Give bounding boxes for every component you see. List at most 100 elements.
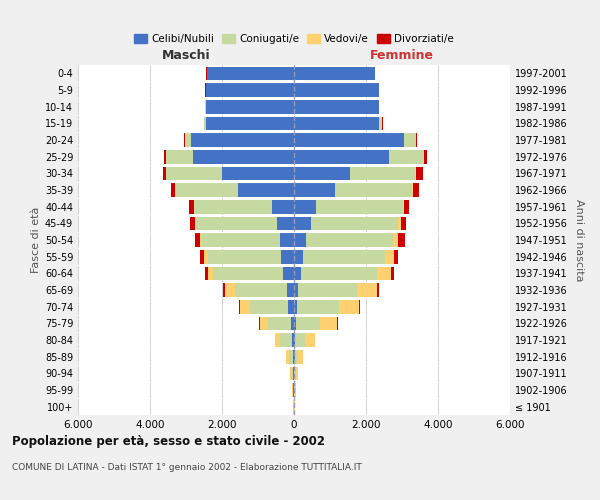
Bar <box>205 250 208 264</box>
Bar <box>294 100 379 114</box>
Bar <box>350 166 415 180</box>
Bar <box>208 266 213 280</box>
Bar <box>295 366 296 380</box>
Bar <box>316 200 403 213</box>
Bar <box>208 250 281 264</box>
Bar <box>294 66 375 80</box>
Bar <box>359 300 360 314</box>
Bar <box>190 216 195 230</box>
Bar <box>207 66 294 80</box>
Bar <box>297 300 338 314</box>
Bar <box>189 200 194 213</box>
Bar <box>170 183 175 197</box>
Bar <box>175 183 238 197</box>
Bar <box>223 283 224 297</box>
Bar <box>272 200 294 213</box>
Bar <box>377 283 379 297</box>
Bar <box>268 316 291 330</box>
Bar <box>302 250 385 264</box>
Bar <box>280 233 294 247</box>
Bar <box>291 366 293 380</box>
Text: Popolazione per età, sesso e stato civile - 2002: Popolazione per età, sesso e stato civil… <box>12 434 325 448</box>
Y-axis label: Fasce di età: Fasce di età <box>31 207 41 273</box>
Bar <box>289 350 293 364</box>
Bar <box>260 316 268 330</box>
Bar <box>401 216 406 230</box>
Bar <box>320 316 337 330</box>
Bar <box>191 133 294 147</box>
Bar <box>416 133 418 147</box>
Bar <box>294 216 311 230</box>
Bar <box>294 383 295 397</box>
Bar <box>294 266 301 280</box>
Bar <box>286 350 289 364</box>
Bar <box>305 333 315 347</box>
Bar <box>294 133 404 147</box>
Bar <box>338 300 359 314</box>
Bar <box>296 316 320 330</box>
Bar <box>377 266 391 280</box>
Bar <box>184 133 185 147</box>
Bar <box>394 250 398 264</box>
Bar <box>306 233 392 247</box>
Bar <box>337 316 338 330</box>
Bar <box>311 216 398 230</box>
Bar <box>356 283 377 297</box>
Bar <box>294 116 379 130</box>
Text: COMUNE DI LATINA - Dati ISTAT 1° gennaio 2002 - Elaborazione TUTTITALIA.IT: COMUNE DI LATINA - Dati ISTAT 1° gennaio… <box>12 464 362 472</box>
Bar <box>294 233 306 247</box>
Bar <box>238 183 294 197</box>
Bar <box>403 200 404 213</box>
Bar <box>294 150 389 164</box>
Bar <box>294 333 295 347</box>
Bar <box>404 200 409 213</box>
Bar <box>294 183 335 197</box>
Bar <box>205 266 208 280</box>
Bar <box>294 200 316 213</box>
Y-axis label: Anni di nascita: Anni di nascita <box>574 198 584 281</box>
Bar <box>294 283 298 297</box>
Bar <box>293 350 294 364</box>
Bar <box>294 316 296 330</box>
Bar <box>222 166 294 180</box>
Bar <box>413 183 419 197</box>
Bar <box>277 216 294 230</box>
Bar <box>195 233 200 247</box>
Bar <box>200 250 205 264</box>
Bar <box>291 316 294 330</box>
Bar <box>379 116 382 130</box>
Bar <box>283 266 294 280</box>
Bar <box>295 350 298 364</box>
Bar <box>275 333 280 347</box>
Bar <box>301 266 377 280</box>
Text: Femmine: Femmine <box>370 48 434 62</box>
Bar <box>235 283 287 297</box>
Bar <box>298 350 303 364</box>
Bar <box>385 250 394 264</box>
Bar <box>335 183 412 197</box>
Bar <box>294 350 295 364</box>
Bar <box>202 233 280 247</box>
Bar <box>193 150 294 164</box>
Bar <box>294 166 350 180</box>
Bar <box>294 300 297 314</box>
Bar <box>206 100 294 114</box>
Bar <box>259 316 260 330</box>
Bar <box>166 150 193 164</box>
Bar <box>296 366 298 380</box>
Bar <box>389 150 424 164</box>
Bar <box>239 300 250 314</box>
Bar <box>166 166 222 180</box>
Bar <box>392 233 398 247</box>
Bar <box>287 283 294 297</box>
Bar <box>281 250 294 264</box>
Bar <box>185 133 191 147</box>
Bar <box>290 366 291 380</box>
Bar <box>398 233 404 247</box>
Bar <box>224 283 235 297</box>
Bar <box>391 266 394 280</box>
Legend: Celibi/Nubili, Coniugati/e, Vedovi/e, Divorziati/e: Celibi/Nubili, Coniugati/e, Vedovi/e, Di… <box>130 30 458 48</box>
Bar <box>398 216 401 230</box>
Bar <box>412 183 413 197</box>
Bar <box>164 150 166 164</box>
